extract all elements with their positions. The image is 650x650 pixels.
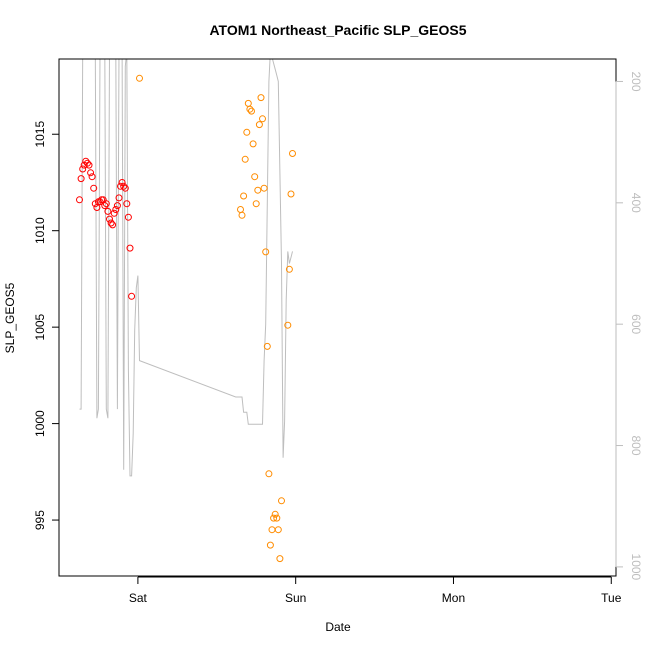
series-2-point	[241, 155, 249, 163]
series-2-point	[266, 541, 274, 549]
series-1-point	[128, 292, 136, 300]
series-1-point	[120, 182, 128, 190]
series-1-point	[121, 184, 129, 192]
series-1-point	[126, 244, 134, 252]
series-1-point	[88, 173, 96, 181]
series-2-point	[254, 186, 262, 194]
series-1-point	[83, 159, 91, 167]
series-2-point	[274, 526, 282, 534]
series-1-point	[109, 221, 117, 229]
series-2-point	[287, 190, 295, 198]
series-2-point	[257, 94, 265, 102]
series-2-point	[273, 514, 281, 522]
series-1-point	[110, 209, 118, 217]
series-2-point	[271, 510, 279, 518]
series-2-point	[248, 107, 255, 115]
series-1-point	[90, 184, 98, 192]
x-axis-label: Date	[325, 620, 351, 634]
series-2-point	[249, 140, 257, 148]
series-2-point	[270, 514, 278, 522]
y-tick-label: 1000	[33, 410, 47, 437]
series-2-point	[289, 150, 296, 157]
series-1-point	[101, 202, 109, 210]
series-2-point	[240, 192, 248, 200]
series-1-point	[113, 202, 121, 210]
y-tick-label: 1010	[33, 217, 47, 244]
series-2-point	[243, 128, 251, 136]
points-layer	[76, 74, 296, 563]
series-2-point	[251, 173, 259, 181]
y-tick-label: 995	[33, 510, 47, 530]
series-1-point	[87, 169, 95, 177]
y-tick-label: 1015	[33, 121, 47, 148]
series-1-point	[115, 194, 123, 202]
series-1-point	[118, 179, 126, 186]
series-1-point	[76, 196, 83, 204]
x-tick-label: Sun	[285, 591, 306, 605]
y-axis-label: SLP_GEOS5	[3, 282, 17, 353]
profile-line	[79, 59, 293, 477]
series-1-point	[123, 200, 131, 208]
right-tick-label: 200	[629, 71, 643, 91]
series-2-point	[262, 248, 270, 256]
x-axis: Sat Sun Mon Tue	[129, 576, 622, 605]
series-2-point	[285, 265, 293, 273]
right-tick-label: 400	[629, 193, 643, 213]
series-2-point	[259, 115, 266, 123]
series-1-point	[102, 200, 110, 208]
series-2-point	[238, 211, 246, 219]
series-1-point	[112, 206, 120, 213]
profile-line-layer	[79, 59, 293, 477]
series-2-point	[136, 74, 143, 82]
series-2-point	[260, 184, 268, 192]
x-tick-label: Tue	[601, 591, 622, 605]
right-axis: 200 400 600 800 1000	[615, 71, 643, 581]
series-1-point	[85, 161, 93, 169]
series-1-point	[117, 182, 124, 190]
right-tick-label: 600	[629, 314, 643, 334]
series-2-point	[265, 470, 273, 478]
series-1-point	[124, 213, 132, 221]
series-1-point	[104, 207, 112, 215]
series-2-point	[278, 497, 285, 505]
x-tick-label: Mon	[442, 591, 465, 605]
y-axis: 995 1000 1005 1010 1015	[33, 121, 60, 530]
chart-title: ATOM1 Northeast_Pacific SLP_GEOS5	[209, 22, 466, 38]
series-1-point	[77, 175, 85, 183]
series-1-point	[106, 215, 113, 223]
right-tick-label: 1000	[629, 554, 643, 581]
x-tick-label: Sat	[129, 591, 148, 605]
series-2-point	[263, 342, 271, 350]
series-2-point	[252, 200, 260, 208]
series-1-point	[107, 219, 115, 227]
series-2-point	[246, 105, 254, 113]
series-2-point	[276, 555, 284, 563]
y-tick-label: 1005	[33, 313, 47, 340]
series-2-point	[255, 121, 263, 129]
series-2-point	[284, 321, 292, 329]
right-tick-label: 800	[629, 435, 643, 455]
series-1-point	[79, 165, 87, 173]
